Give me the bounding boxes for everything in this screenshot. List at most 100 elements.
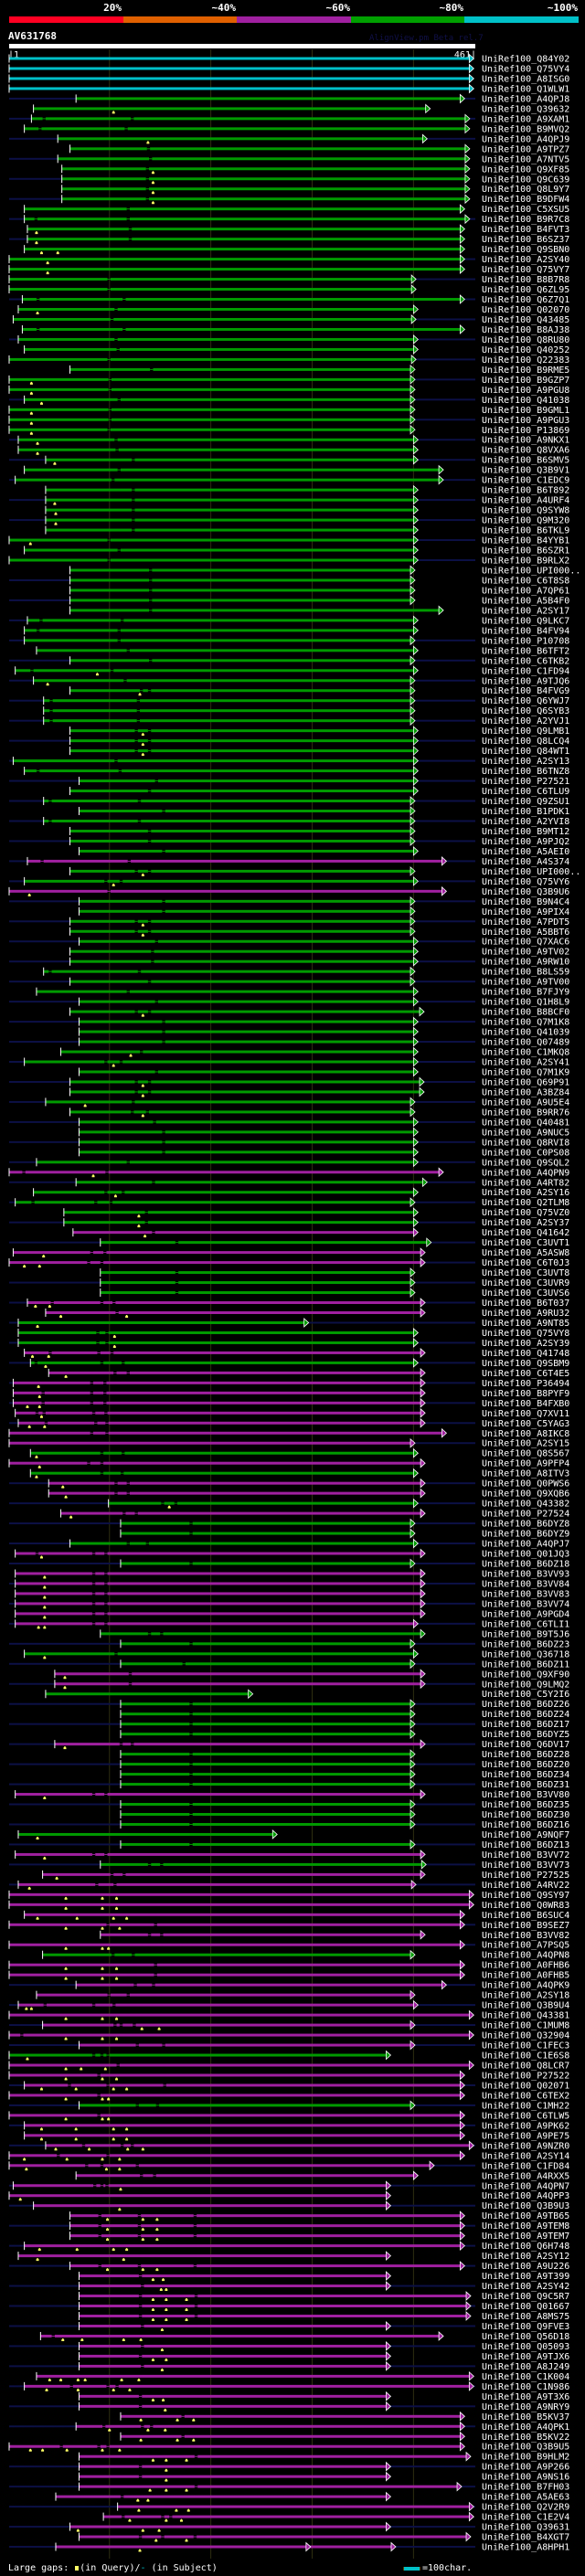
- hit-label[interactable]: UniRef100_C1EDC9: [482, 476, 569, 486]
- hit-label[interactable]: UniRef100_Q0PWS6: [482, 1479, 569, 1489]
- hit-label[interactable]: UniRef100_A7PSQ5: [482, 1941, 569, 1951]
- hit-label[interactable]: UniRef100_B6T037: [482, 1299, 569, 1309]
- alignment-row[interactable]: UniRef100_C6TLU9: [69, 786, 569, 797]
- hit-label[interactable]: UniRef100_C6TKB2: [482, 656, 569, 666]
- hit-label[interactable]: UniRef100_A5ASW8: [482, 1248, 569, 1258]
- hit-label[interactable]: UniRef100_C6TLW5: [482, 2111, 569, 2121]
- hit-label[interactable]: UniRef100_B9SEZ7: [482, 1921, 569, 1931]
- alignment-row[interactable]: UniRef100_Q1H8L9: [9, 996, 569, 1008]
- alignment-row[interactable]: UniRef100_A2SY18: [36, 1989, 569, 2001]
- alignment-row[interactable]: UniRef100_Q8RVI8: [9, 1137, 569, 1148]
- alignment-row[interactable]: UniRef100_Q9XQB6: [48, 1488, 570, 1500]
- alignment-row[interactable]: UniRef100_A9PGD4: [15, 1608, 569, 1619]
- hit-label[interactable]: UniRef100_B9HLM2: [482, 2453, 569, 2463]
- hit-label[interactable]: UniRef100_B3VV72: [482, 1850, 569, 1860]
- hit-label[interactable]: UniRef100_B6DZ26: [482, 1700, 569, 1710]
- alignment-row[interactable]: UniRef100_A9NRY9: [9, 2401, 569, 2412]
- alignment-row[interactable]: UniRef100_Q9XF90: [54, 1669, 569, 1680]
- alignment-row[interactable]: UniRef100_Q7XAC6: [9, 936, 569, 948]
- alignment-row[interactable]: UniRef100_C6TLW5: [8, 2110, 570, 2121]
- alignment-row[interactable]: UniRef100_A4RXX5: [75, 2170, 570, 2181]
- alignment-row[interactable]: UniRef100_A5ASW8: [12, 1247, 569, 1258]
- alignment-row[interactable]: UniRef100_A3BZ84: [69, 1087, 569, 1097]
- hit-label[interactable]: UniRef100_Q0WR83: [482, 1901, 569, 1911]
- hit-label[interactable]: UniRef100_A4QPJ9: [482, 134, 569, 144]
- alignment-row[interactable]: UniRef100_B6DZ18: [9, 1558, 569, 1570]
- hit-label[interactable]: UniRef100_C1FD84: [482, 2161, 569, 2171]
- alignment-row[interactable]: UniRef100_B3VV93: [15, 1568, 569, 1579]
- alignment-row[interactable]: UniRef100_A8HPH1: [9, 2541, 569, 2553]
- hit-label[interactable]: UniRef100_B9RLX2: [482, 557, 569, 567]
- alignment-row[interactable]: UniRef100_A4S374: [9, 856, 569, 867]
- hit-label[interactable]: UniRef100_P36494: [482, 1379, 569, 1389]
- hit-label[interactable]: UniRef100_Q2TLM8: [482, 1198, 569, 1208]
- hit-label[interactable]: UniRef100_B6DZ20: [482, 1760, 569, 1770]
- hit-label[interactable]: UniRef100_A4RT82: [482, 1178, 569, 1188]
- alignment-row[interactable]: UniRef100_C5YAG3: [9, 1417, 569, 1429]
- alignment-row[interactable]: UniRef100_A7QP61: [69, 585, 569, 596]
- hit-label[interactable]: UniRef100_B6DYZ8: [482, 1520, 569, 1530]
- alignment-row[interactable]: UniRef100_B6DZ20: [9, 1759, 569, 1770]
- hit-label[interactable]: UniRef100_A4URF4: [482, 496, 569, 506]
- hit-label[interactable]: UniRef100_C1MKQ8: [482, 1048, 569, 1058]
- alignment-row[interactable]: UniRef100_C1MKQ8: [60, 1046, 569, 1058]
- hit-label[interactable]: UniRef100_B6DZ35: [482, 1800, 569, 1810]
- hit-label[interactable]: UniRef100_Q6YWJ7: [482, 696, 569, 706]
- hit-label[interactable]: UniRef100_A8ITV3: [482, 1469, 569, 1479]
- hit-label[interactable]: UniRef100_P13869: [482, 426, 569, 436]
- hit-label[interactable]: UniRef100_A9U226: [482, 2262, 569, 2272]
- alignment-row[interactable]: UniRef100_B3VV82: [100, 1929, 569, 1941]
- alignment-row[interactable]: UniRef100_B6T892: [45, 484, 569, 496]
- hit-label[interactable]: UniRef100_Q7XV11: [482, 1409, 569, 1419]
- alignment-row[interactable]: UniRef100_B6DYZ8: [9, 1518, 569, 1530]
- alignment-row[interactable]: UniRef100_Q6DV17: [9, 1739, 569, 1750]
- hit-label[interactable]: UniRef100_B9RME5: [482, 366, 569, 376]
- alignment-row[interactable]: UniRef100_A2YVI8: [9, 816, 569, 827]
- alignment-row[interactable]: UniRef100_A2YVJ1: [9, 716, 569, 726]
- hit-label[interactable]: UniRef100_Q8S567: [482, 1449, 569, 1459]
- alignment-row[interactable]: UniRef100_Q01JQ3: [15, 1548, 569, 1560]
- hit-label[interactable]: UniRef100_C3UVR9: [482, 1278, 569, 1288]
- hit-label[interactable]: UniRef100_Q8RU80: [482, 335, 569, 345]
- alignment-row[interactable]: UniRef100_A4QPN8: [42, 1949, 569, 1961]
- hit-label[interactable]: UniRef100_C6TLU9: [482, 787, 569, 797]
- hit-label[interactable]: UniRef100_Q02070: [482, 305, 569, 315]
- alignment-row[interactable]: UniRef100_A9XAM1: [9, 113, 569, 124]
- hit-label[interactable]: UniRef100_Q05093: [482, 2342, 569, 2352]
- alignment-row[interactable]: UniRef100_Q39631: [9, 2521, 569, 2533]
- hit-label[interactable]: UniRef100_Q9SQL2: [482, 1158, 569, 1168]
- alignment-row[interactable]: UniRef100_P27522: [8, 2070, 570, 2081]
- hit-label[interactable]: UniRef100_A5AE63: [482, 2493, 569, 2503]
- hit-label[interactable]: UniRef100_A9T3X6: [482, 2392, 569, 2402]
- hit-label[interactable]: UniRef100_A4QPN9: [482, 1168, 569, 1178]
- hit-label[interactable]: UniRef100_A2SY16: [482, 1188, 569, 1198]
- hit-label[interactable]: UniRef100_B8AJ38: [482, 325, 569, 335]
- alignment-row[interactable]: UniRef100_A7PDT5: [9, 916, 569, 928]
- hit-label[interactable]: UniRef100_Q7XAC6: [482, 938, 569, 948]
- hit-label[interactable]: UniRef100_Q9FVE3: [482, 2322, 569, 2332]
- alignment-row[interactable]: UniRef100_B6SZR1: [24, 545, 569, 557]
- alignment-row[interactable]: UniRef100_A8ISG0: [8, 73, 570, 84]
- hit-label[interactable]: UniRef100_A9PK62: [482, 2121, 569, 2131]
- alignment-row[interactable]: UniRef100_Q3B9U3: [9, 2200, 569, 2211]
- hit-label[interactable]: UniRef100_B6DYZ9: [482, 1530, 569, 1540]
- hit-label[interactable]: UniRef100_B5KV22: [482, 2433, 569, 2443]
- alignment-row[interactable]: UniRef100_A8MS75: [79, 2311, 569, 2322]
- hit-label[interactable]: UniRef100_UPI000..: [482, 566, 580, 576]
- alignment-row[interactable]: UniRef100_A2SY41: [9, 1056, 569, 1068]
- alignment-row[interactable]: UniRef100_B6DYZ5: [120, 1729, 569, 1740]
- hit-label[interactable]: UniRef100_A2SY37: [482, 1218, 569, 1228]
- alignment-row[interactable]: UniRef100_Q41038: [9, 394, 569, 406]
- hit-label[interactable]: UniRef100_A9U5E4: [482, 1097, 569, 1108]
- hit-label[interactable]: UniRef100_B6DZ11: [482, 1659, 569, 1670]
- alignment-row[interactable]: UniRef100_Q40481: [9, 1117, 569, 1128]
- hit-label[interactable]: UniRef100_Q9XF85: [482, 164, 569, 175]
- alignment-row[interactable]: UniRef100_A9PGU8: [8, 384, 570, 396]
- hit-label[interactable]: UniRef100_B6DZ24: [482, 1710, 569, 1720]
- alignment-row[interactable]: UniRef100_B6SUC4: [24, 1909, 569, 1921]
- hit-label[interactable]: UniRef100_A9TB65: [482, 2211, 569, 2221]
- alignment-row[interactable]: UniRef100_B9RR76: [69, 1107, 569, 1118]
- alignment-row[interactable]: UniRef100_P27524: [60, 1508, 569, 1520]
- hit-label[interactable]: UniRef100_A4QPK1: [482, 2422, 569, 2433]
- alignment-row[interactable]: UniRef100_B6DZ30: [120, 1809, 569, 1820]
